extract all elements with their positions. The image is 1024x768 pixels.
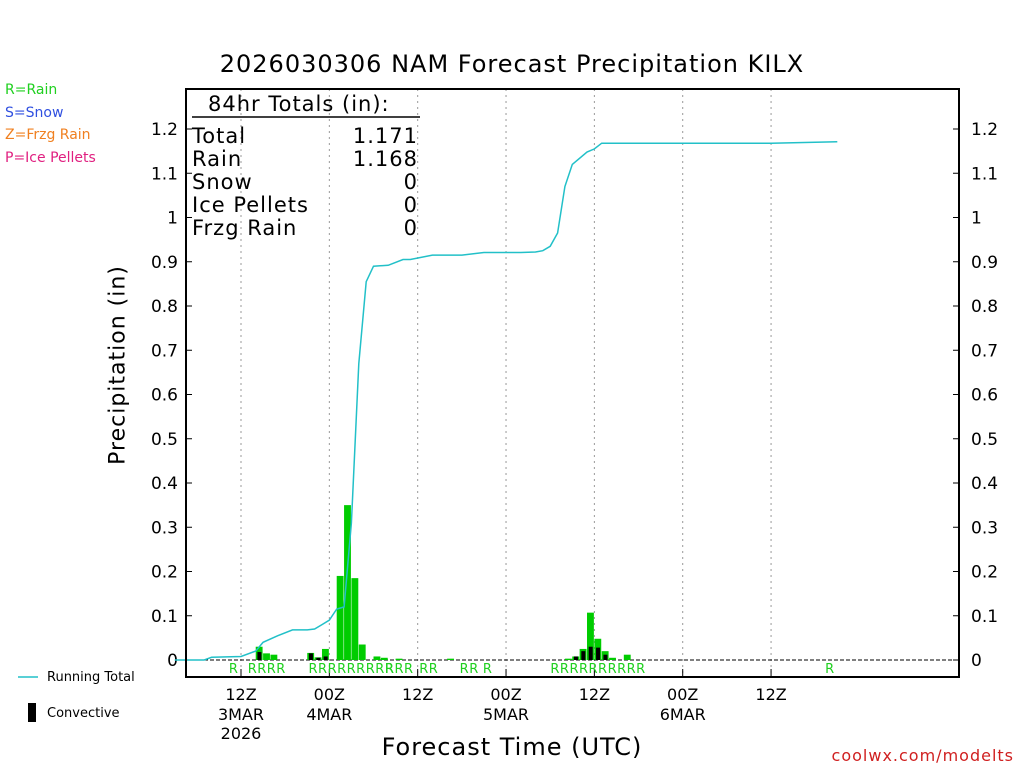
x-tick-date-label: 4MAR <box>306 705 352 724</box>
y-tick-label-left: 0.6 <box>151 386 178 406</box>
y-tick-label-right: 1.2 <box>971 120 998 140</box>
y-tick-label-right: 0.3 <box>971 518 998 538</box>
x-tick-date-label: 5MAR <box>483 705 529 724</box>
running-total-line <box>174 141 838 661</box>
precip-bar <box>270 654 278 660</box>
y-tick-label-left: 0 <box>167 651 178 671</box>
precip-bar <box>373 656 381 660</box>
precip-bar <box>263 653 270 660</box>
ptype-label: RRRRRRRRRR <box>550 662 645 677</box>
y-tick-label-right: 0.8 <box>971 297 998 317</box>
precip-bar <box>380 657 388 660</box>
convective-bar <box>581 651 586 660</box>
convective-bar <box>588 646 593 660</box>
totals-row-value: 0 <box>404 170 418 194</box>
x-tick-label: 00Z <box>667 685 698 704</box>
y-tick-label-right: 0.6 <box>971 386 998 406</box>
legend-ice-pellets: P=Ice Pellets <box>5 150 96 166</box>
precip-bar <box>564 658 572 660</box>
totals-row-label: Rain <box>192 147 242 171</box>
y-tick-label-right: 0.5 <box>971 430 998 450</box>
ptype-label: R <box>483 662 493 677</box>
convective-bar <box>573 656 578 660</box>
y-tick-label-left: 0.1 <box>151 607 178 627</box>
totals-row-value: 1.171 <box>353 124 418 148</box>
x-axis-label: Forecast Time (UTC) <box>381 733 643 761</box>
x-tick-label: 12Z <box>402 685 433 704</box>
totals-row-value: 0 <box>404 193 418 217</box>
convective-bar <box>596 647 601 660</box>
x-tick-label: 12Z <box>225 685 256 704</box>
y-tick-label-left: 0.7 <box>151 341 178 361</box>
x-tick-label: 00Z <box>490 685 521 704</box>
y-tick-label-left: 0.2 <box>151 563 178 583</box>
y-tick-label-right: 0.7 <box>971 341 998 361</box>
x-tick-year-label: 2026 <box>221 724 262 743</box>
totals-row-label: Snow <box>192 170 253 194</box>
precip-bar <box>351 578 359 660</box>
convective-bar <box>603 654 608 660</box>
y-tick-label-right: 0.1 <box>971 607 998 627</box>
precip-bar <box>447 658 454 660</box>
convective-bar <box>308 653 313 660</box>
ptype-label: RRRRRRRRR <box>309 662 395 677</box>
ptype-label: R <box>825 662 835 677</box>
y-tick-label-right: 1.1 <box>971 164 998 184</box>
ptype-label: RRRR <box>248 662 286 677</box>
y-tick-label-left: 0.9 <box>151 253 178 273</box>
precip-bar <box>358 644 366 660</box>
totals-row-label: Ice Pellets <box>192 193 309 217</box>
precip-bar <box>344 505 351 660</box>
ptype-label: RRR <box>385 662 414 677</box>
y-tick-label-right: 0.2 <box>971 563 998 583</box>
x-tick-label: 00Z <box>314 685 345 704</box>
totals-row-label: Frzg Rain <box>192 216 297 240</box>
y-tick-label-right: 0.4 <box>971 474 998 494</box>
legend-frzg-rain: Z=Frzg Rain <box>5 127 91 143</box>
x-tick-label: 12Z <box>579 685 610 704</box>
x-tick-date-label: 3MAR <box>218 705 264 724</box>
convective-bar <box>316 657 321 660</box>
legend-convective-swatch <box>28 703 36 722</box>
y-tick-label-left: 0.8 <box>151 297 178 317</box>
legend-rain: R=Rain <box>5 82 58 98</box>
precip-bar <box>321 648 329 660</box>
legend-convective-label: Convective <box>47 706 120 721</box>
convective-bar <box>323 656 328 660</box>
precip-bar <box>623 654 631 660</box>
precip-bar <box>336 575 344 660</box>
y-tick-label-left: 1 <box>167 209 178 229</box>
precip-bar <box>395 658 403 660</box>
precip-bar <box>587 612 594 660</box>
totals-heading: 84hr Totals (in): <box>208 92 390 116</box>
chart-title: 2026030306 NAM Forecast Precipitation KI… <box>219 50 805 78</box>
y-tick-label-right: 1 <box>971 209 982 229</box>
y-tick-label-right: 0.9 <box>971 253 998 273</box>
x-tick-date-label: 6MAR <box>660 705 706 724</box>
plot-frame <box>185 88 960 678</box>
totals-row-value: 0 <box>404 216 418 240</box>
ptype-label: RR <box>460 662 479 677</box>
ptype-label: R <box>229 662 239 677</box>
convective-bar <box>257 652 262 660</box>
y-tick-label-right: 0 <box>971 651 982 671</box>
ptype-label: RR <box>419 662 438 677</box>
legend-running-total-label: Running Total <box>47 670 135 685</box>
y-tick-label-left: 0.3 <box>151 518 178 538</box>
y-tick-label-left: 1.1 <box>151 164 178 184</box>
x-tick-label: 12Z <box>755 685 786 704</box>
totals-row-label: Total <box>191 124 246 148</box>
y-tick-label-left: 0.4 <box>151 474 178 494</box>
precip-bar <box>609 657 616 660</box>
y-tick-label-left: 0.5 <box>151 430 178 450</box>
totals-row-value: 1.168 <box>353 147 418 171</box>
y-tick-label-left: 1.2 <box>151 120 178 140</box>
credit-text: coolwx.com/modelts <box>831 746 1014 765</box>
legend-snow: S=Snow <box>5 105 64 121</box>
